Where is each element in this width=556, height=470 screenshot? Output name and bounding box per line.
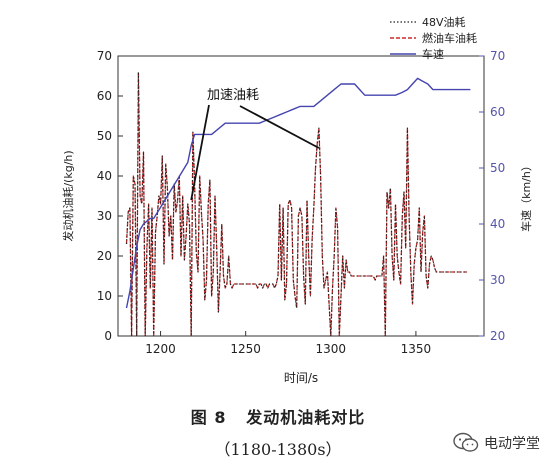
y-tick-label: 10 [97,289,112,303]
legend-label: 燃油车油耗 [422,31,477,45]
watermark: 电动学堂 [452,430,540,456]
y2-tick-label: 20 [490,329,505,343]
y-axis-label: 发动机油耗/(kg/h) [61,150,75,241]
chart-area: 1200 1250 1300 1350 0 10 20 30 40 50 60 70 20 30 40 50 6… [61,15,533,385]
y-tick-label: 20 [97,249,112,263]
series-line [125,77,471,309]
y-tick-label: 60 [97,89,112,103]
y-tick-label: 50 [97,129,112,143]
y2-axis-label: 车速（km/h） [519,160,533,232]
figure-title: 发动机油耗对比 [246,408,366,427]
annotation-arrow [239,105,320,149]
y-tick-label: 70 [97,49,112,63]
y2-tick-label: 70 [490,49,505,63]
x-tick-label: 1300 [316,342,347,356]
y-tick-label: 40 [97,169,112,183]
axis-ticks: 1200 1250 1300 1350 0 10 20 30 40 50 60 70 20 30 40 50 6… [97,49,506,356]
y-tick-label: 0 [104,329,112,343]
y-tick-label: 30 [97,209,112,223]
x-axis-label: 时间/s [284,371,318,385]
annotation-label: 加速油耗 [207,88,259,103]
x-tick-label: 1250 [230,342,261,356]
figure-caption: 图 8 发动机油耗对比 [0,404,556,428]
legend-label: 48V油耗 [422,15,466,29]
y2-tick-label: 30 [490,273,505,287]
y2-tick-label: 50 [490,161,505,175]
annotation: 加速油耗 [190,88,320,201]
series-lines [125,71,471,337]
x-tick-label: 1200 [145,342,176,356]
watermark-text: 电动学堂 [484,436,540,452]
wechat-icon [453,432,479,452]
plot-frame [117,55,485,337]
y2-tick-label: 60 [490,105,505,119]
legend-label: 车速 [422,47,444,61]
annotation-arrow [190,104,210,201]
figure-label: 图 8 [190,408,227,427]
figure-range: （1180-1380s） [214,440,342,459]
y2-tick-label: 40 [490,217,505,231]
series-line [125,71,467,337]
x-tick-label: 1350 [401,342,432,356]
